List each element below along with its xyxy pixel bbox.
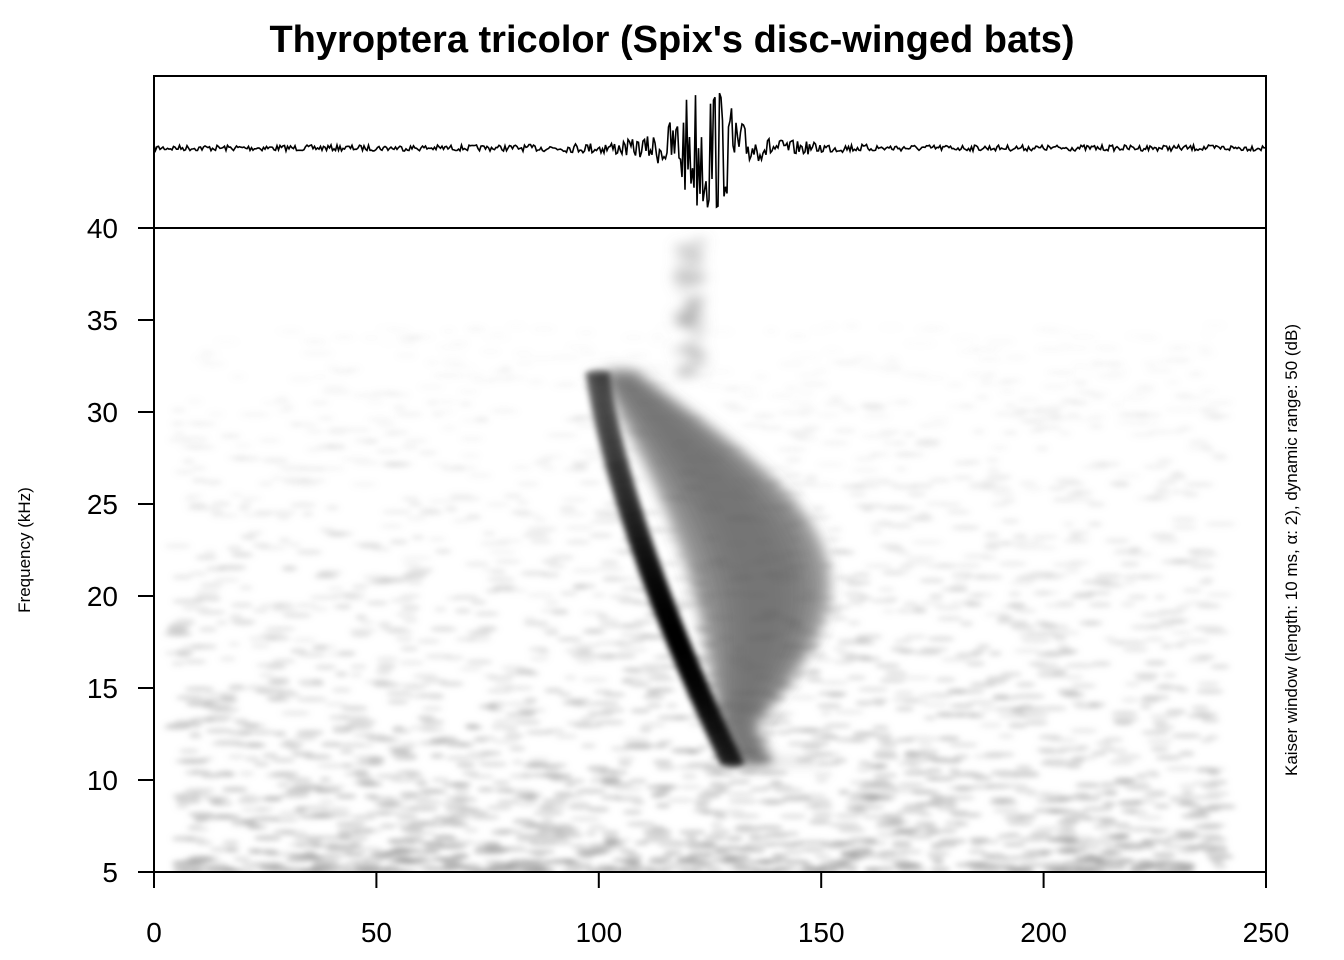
y-tick-label: 15: [87, 673, 118, 704]
x-tick-label: 200: [1020, 917, 1067, 948]
x-tick-label: 100: [575, 917, 622, 948]
y-tick-label: 10: [87, 765, 118, 796]
axes: 0 50 100 150 200 250 5 10 15 20 25 30 35 40: [87, 76, 1289, 948]
x-tick-group: 0 50 100 150 200 250: [146, 872, 1289, 948]
y-tick-label: 35: [87, 305, 118, 336]
y-tick-group: 5 10 15 20 25 30 35 40: [87, 213, 154, 888]
oscillogram-panel: [153, 75, 1267, 229]
call-sweep: [584, 370, 745, 767]
oscillogram-trace: [153, 92, 1266, 209]
y-axis-label: Frequency (kHz): [15, 487, 34, 613]
x-tick-label: 250: [1243, 917, 1290, 948]
chart-title: Thyroptera tricolor (Spix's disc-winged …: [269, 19, 1074, 61]
y-tick-label: 30: [87, 397, 118, 428]
y-tick-label: 40: [87, 213, 118, 244]
x-tick-label: 150: [798, 917, 845, 948]
call-halo: [589, 238, 834, 769]
spectrogram-panel: [162, 238, 1237, 872]
x-tick-label: 0: [146, 917, 162, 948]
window-settings-note: Kaiser window (length: 10 ms, α: 2), dyn…: [1282, 324, 1301, 776]
y-tick-label: 20: [87, 581, 118, 612]
x-tick-label: 50: [361, 917, 392, 948]
y-tick-label: 5: [102, 857, 118, 888]
y-tick-label: 25: [87, 489, 118, 520]
